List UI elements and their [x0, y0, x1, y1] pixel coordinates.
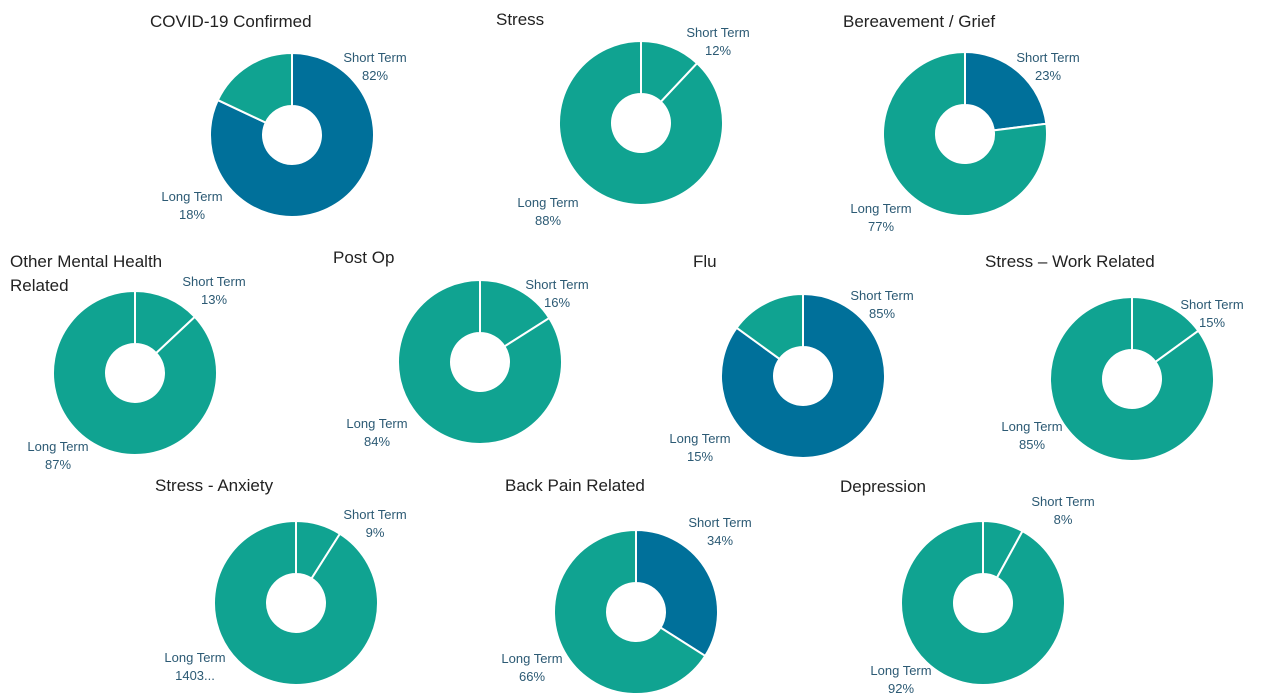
- chart-title: Post Op: [333, 248, 395, 267]
- value-label: 85%: [868, 306, 896, 321]
- value-label: 9%: [365, 525, 385, 540]
- data-label: Short Term 85%: [850, 287, 913, 323]
- chart-title: Stress: [496, 10, 545, 29]
- data-label: Short Term 9%: [343, 506, 406, 542]
- chart-title: Other Mental Health Related: [10, 252, 163, 295]
- donut-segment: [964, 50, 1048, 132]
- donut-segment: [558, 39, 724, 206]
- category-label: Short Term: [1016, 50, 1080, 65]
- value-label: 34%: [706, 533, 734, 548]
- data-label: Long Term 87%: [27, 438, 88, 474]
- category-label: Short Term: [850, 288, 914, 303]
- donut-segment: [397, 278, 563, 445]
- value-label: 66%: [518, 669, 546, 684]
- data-label: Long Term 85%: [1001, 418, 1062, 454]
- value-label: 1403...: [175, 668, 215, 683]
- value-label: 85%: [1018, 437, 1046, 452]
- data-label: Long Term 18%: [161, 188, 222, 224]
- category-label: Short Term: [1031, 494, 1095, 509]
- donut-segment: [735, 292, 804, 361]
- value-label: 15%: [686, 449, 714, 464]
- value-label: 12%: [704, 43, 732, 58]
- data-label: Long Term 88%: [517, 194, 578, 230]
- data-label: Short Term 12%: [686, 24, 749, 60]
- data-label: Long Term 77%: [850, 200, 911, 236]
- category-label: Short Term: [182, 274, 246, 289]
- data-label: Long Term 84%: [346, 415, 407, 451]
- donut-segment: [720, 292, 886, 459]
- chart-title: Back Pain Related: [505, 476, 645, 495]
- donut-segment: [209, 51, 375, 218]
- donut-segment: [900, 519, 1066, 686]
- category-label: Long Term: [1001, 419, 1063, 434]
- data-label: Long Term 66%: [501, 650, 562, 686]
- category-label: Long Term: [161, 189, 223, 204]
- category-label: Long Term: [669, 431, 731, 446]
- data-label: Short Term 34%: [688, 514, 751, 550]
- data-label: Short Term 15%: [1180, 296, 1243, 332]
- category-label: Short Term: [343, 507, 407, 522]
- value-label: 87%: [44, 457, 72, 472]
- chart-title: Depression: [840, 477, 926, 496]
- chart-title: Stress - Anxiety: [155, 476, 274, 495]
- data-label: Short Term 16%: [525, 276, 588, 312]
- donut-segment: [635, 528, 719, 658]
- donut-segment: [882, 50, 1048, 217]
- category-label: Short Term: [343, 50, 407, 65]
- category-label: Long Term: [27, 439, 89, 454]
- data-label: Short Term 82%: [343, 49, 406, 85]
- value-label: 77%: [867, 219, 895, 234]
- value-label: 16%: [543, 295, 571, 310]
- data-label: Long Term 15%: [669, 430, 730, 466]
- value-label: 23%: [1034, 68, 1062, 83]
- donut-segment: [553, 528, 707, 695]
- category-label: Long Term: [346, 416, 408, 431]
- value-label: 18%: [178, 207, 206, 222]
- data-label: Long Term 92%: [870, 662, 931, 696]
- donut-segment: [52, 289, 218, 456]
- category-label: Long Term: [164, 650, 226, 665]
- value-label: 15%: [1198, 315, 1226, 330]
- data-label: Short Term 13%: [182, 273, 245, 309]
- value-label: 8%: [1053, 512, 1073, 527]
- value-label: 92%: [887, 681, 915, 696]
- category-label: Short Term: [686, 25, 750, 40]
- value-label: 88%: [534, 213, 562, 228]
- chart-title: COVID-19 Confirmed: [150, 12, 312, 31]
- value-label: 84%: [363, 434, 391, 449]
- category-label: Short Term: [688, 515, 752, 530]
- donut-segment: [216, 51, 293, 124]
- chart-title: Bereavement / Grief: [843, 12, 996, 31]
- category-label: Short Term: [1180, 297, 1244, 312]
- value-label: 82%: [361, 68, 389, 83]
- category-label: Long Term: [850, 201, 912, 216]
- data-label: Short Term 8%: [1031, 493, 1094, 529]
- chart-title: Stress – Work Related: [985, 252, 1155, 271]
- donut-segment: [1049, 295, 1215, 462]
- data-label: Short Term 23%: [1016, 49, 1079, 85]
- category-label: Long Term: [870, 663, 932, 678]
- data-label: Long Term 1403...: [164, 649, 225, 685]
- donut-segment: [213, 519, 379, 686]
- category-label: Long Term: [517, 195, 579, 210]
- chart-title: Flu: [693, 252, 717, 271]
- category-label: Short Term: [525, 277, 589, 292]
- category-label: Long Term: [501, 651, 563, 666]
- value-label: 13%: [200, 292, 228, 307]
